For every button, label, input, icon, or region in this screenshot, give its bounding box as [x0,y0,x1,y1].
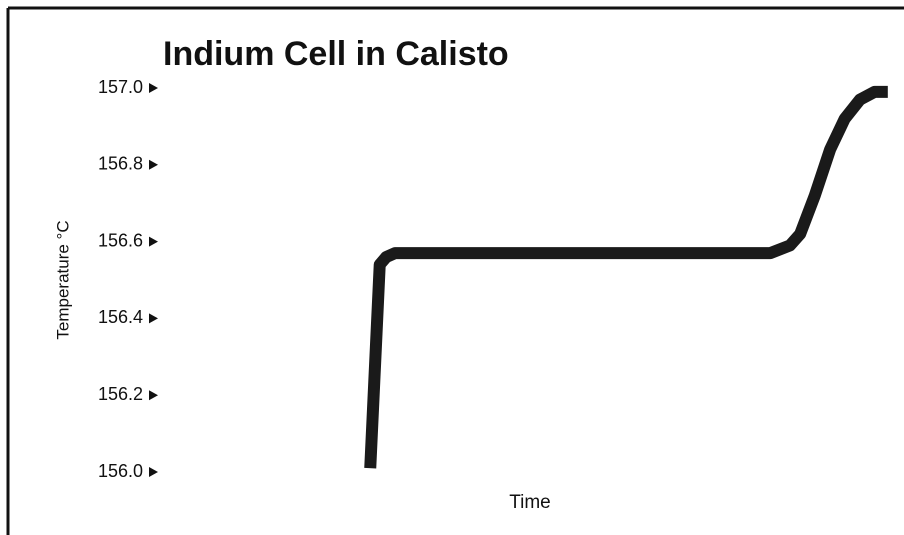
y-tick-label: 156.8 [98,154,143,174]
y-tick-mark [149,313,158,324]
y-tick-label: 156.4 [98,307,143,327]
y-tick-label: 156.2 [98,384,143,404]
x-axis-label: Time [509,492,551,513]
y-tick-label: 157.0 [98,77,143,97]
y-tick-label: 156.6 [98,230,143,250]
chart-title: Indium Cell in Calisto [163,35,509,73]
y-tick-mark [149,159,158,170]
y-axis-label: Temperature °C [53,220,72,339]
line-series [364,85,888,469]
y-tick-label: 156.0 [98,461,143,481]
y-tick-mark [149,236,158,247]
y-tick-mark [149,467,158,477]
y-tick-mark [149,390,158,401]
y-tick-mark [149,83,158,93]
